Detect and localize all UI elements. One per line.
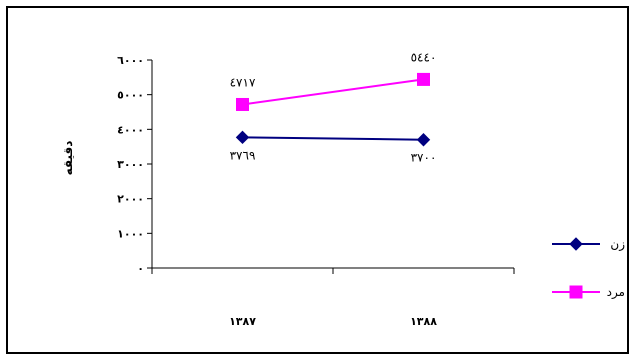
series-line [242, 136, 424, 141]
y-tick-label: ٦٠٠٠ [117, 54, 144, 67]
y-axis-label: دقیقه [61, 141, 75, 176]
y-ticks: ٠ ١٠٠٠ ٢٠٠٠ ٣٠٠٠ ٤٠٠٠ ٥٠٠٠ ٦٠٠٠ [117, 54, 152, 275]
legend-marker [569, 237, 583, 251]
y-tick-label: ١٠٠٠ [117, 227, 144, 240]
data-label: ٣٧٦٩ [230, 148, 256, 162]
x-tick-label: ١٣٨٧ [229, 315, 256, 328]
chart-frame [6, 6, 629, 354]
data-label: ٣٧٠٠ [411, 151, 437, 165]
data-point [235, 130, 250, 145]
data-label: ٤٧١٧ [230, 75, 256, 89]
data-label: ٥٤٤٠ [411, 50, 437, 64]
x-tick-label: ١٣٨٨ [410, 315, 437, 328]
y-tick-label: ٢٠٠٠ [117, 193, 144, 206]
legend-label: زن [610, 237, 625, 252]
data-point [236, 97, 249, 111]
y-tick-label: ٥٠٠٠ [117, 89, 144, 102]
legend-label: مرد [607, 285, 625, 300]
legend-marker [569, 285, 583, 299]
data-point [417, 72, 430, 86]
legend-item: زن [552, 237, 625, 252]
y-tick-label: ٠ [137, 262, 144, 275]
legend-item: مرد [552, 285, 625, 300]
x-ticks: ١٣٨٧ ١٣٨٨ [151, 268, 515, 328]
data-labels: ٣٧٦٩ ٣٧٠٠ ٤٧١٧ ٥٤٤٠ [230, 50, 437, 164]
y-tick-label: ٣٠٠٠ [117, 158, 144, 171]
legend: زن مرد [552, 237, 625, 300]
series-group [235, 72, 431, 147]
data-point [416, 133, 431, 147]
y-tick-label: ٤٠٠٠ [117, 123, 144, 136]
series-line [242, 78, 424, 106]
